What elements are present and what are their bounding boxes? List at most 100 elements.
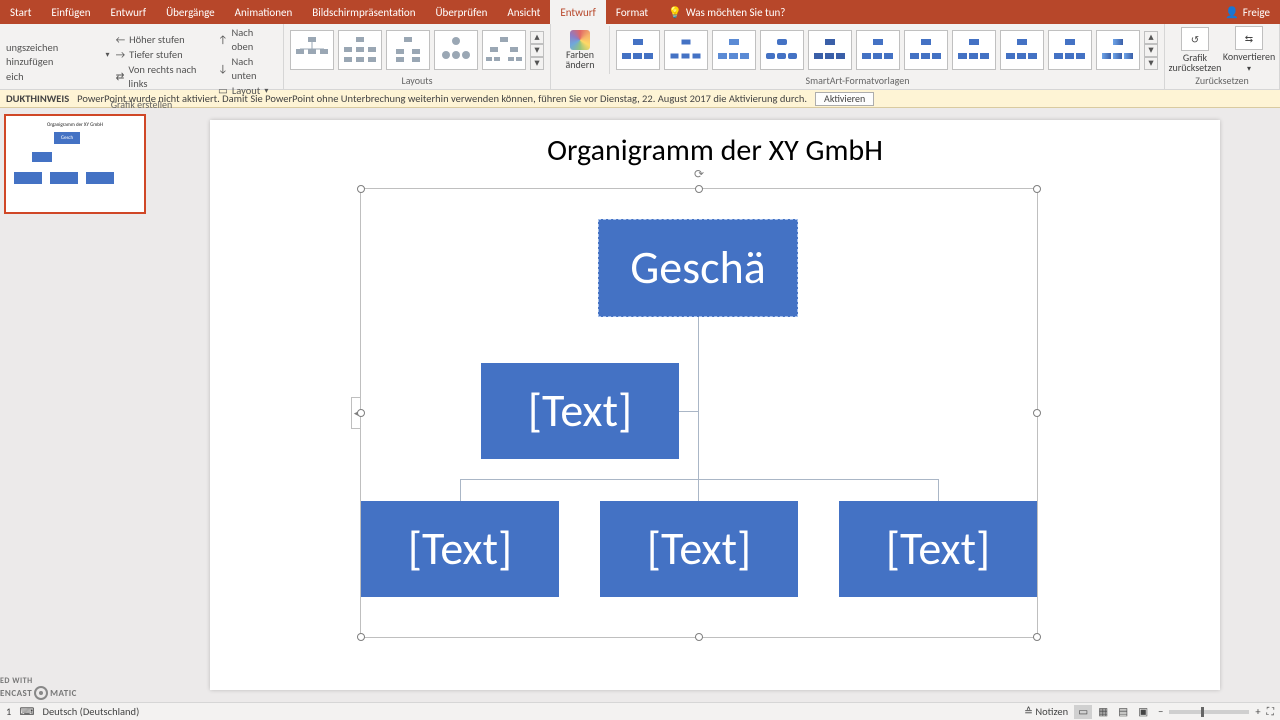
rtl-cmd[interactable]: ⇄ Von rechts nach links [116, 63, 212, 91]
style-option[interactable] [760, 30, 804, 70]
gallery-up[interactable]: ▴ [1144, 31, 1158, 44]
style-option[interactable] [616, 30, 660, 70]
org-node-assistant[interactable]: [Text] [481, 363, 679, 459]
watermark-top: ED WITH [0, 676, 33, 686]
gallery-more[interactable]: ▾ [530, 57, 544, 70]
reset-label: Grafik zurücksetzen [1169, 53, 1222, 73]
style-option[interactable] [856, 30, 900, 70]
gallery-more[interactable]: ▾ [1144, 57, 1158, 70]
color-swatch-icon [570, 30, 590, 50]
group-create-graphic: ungszeichen hinzufügen ▾ eich ← Höher st… [0, 24, 284, 89]
zoom-thumb[interactable] [1201, 707, 1204, 717]
promote-cmd[interactable]: ← Höher stufen [116, 33, 212, 47]
slide-canvas[interactable]: Organigramm der XY GmbH ⟳ ◂ [210, 120, 1220, 690]
group-layouts: ▴ ▾ ▾ Layouts [284, 24, 551, 89]
slide-thumbnail-1[interactable]: Organigramm der XY GmbH Gesch [4, 114, 146, 214]
tab-entwurf[interactable]: Entwurf [101, 0, 157, 24]
gallery-down[interactable]: ▾ [530, 44, 544, 57]
add-bullet-cmd[interactable]: ungszeichen hinzufügen ▾ [6, 41, 110, 69]
styles-gallery[interactable]: ▴ ▾ ▾ [616, 30, 1158, 70]
demote-cmd[interactable]: → Tiefer stufen [116, 48, 212, 62]
org-node-child-3[interactable]: [Text] [839, 501, 1037, 597]
style-option[interactable] [1000, 30, 1044, 70]
change-colors-button[interactable]: Farben ändern [557, 30, 603, 70]
org-node-child-1[interactable]: [Text] [361, 501, 559, 597]
reset-graphic-button[interactable]: ↺ Grafik zurücksetzen [1171, 27, 1219, 73]
tab-start[interactable]: Start [0, 0, 41, 24]
arrow-right-icon: → [116, 48, 126, 62]
zoom-slider[interactable] [1169, 710, 1249, 714]
gallery-up[interactable]: ▴ [530, 31, 544, 44]
reading-view-button[interactable]: ▤ [1114, 705, 1132, 719]
tab-smartart-entwurf[interactable]: Entwurf [550, 0, 606, 24]
notes-toggle[interactable]: ≙ Notizen [1024, 705, 1068, 718]
style-option[interactable] [1048, 30, 1092, 70]
resize-handle[interactable] [695, 185, 703, 193]
layouts-gallery[interactable]: ▴ ▾ ▾ [290, 30, 544, 70]
resize-handle[interactable] [695, 633, 703, 641]
arrow-left-icon: ← [116, 33, 126, 47]
resize-handle[interactable] [1033, 185, 1041, 193]
style-option[interactable] [808, 30, 852, 70]
gallery-down[interactable]: ▾ [1144, 44, 1158, 57]
org-thumb-icon [294, 35, 330, 65]
slide-editor[interactable]: Organigramm der XY GmbH ⟳ ◂ [150, 108, 1280, 702]
resize-handle[interactable] [1033, 633, 1041, 641]
thumb-node [14, 172, 42, 184]
tab-format[interactable]: Format [606, 0, 658, 24]
zoom-in-button[interactable]: + [1255, 705, 1260, 718]
language-indicator[interactable]: Deutsch (Deutschland) [42, 705, 139, 718]
tab-uebergaenge[interactable]: Übergänge [156, 0, 225, 24]
group-label: Zurücksetzen [1171, 74, 1273, 89]
tell-me-search[interactable]: 💡 Was möchten Sie tun? [658, 0, 795, 24]
change-colors-label: Farben ändern [565, 50, 594, 70]
tab-einfuegen[interactable]: Einfügen [41, 0, 100, 24]
resize-handle[interactable] [357, 409, 365, 417]
bullet-pane-cmd[interactable]: eich [6, 70, 110, 84]
layout-option[interactable] [482, 30, 526, 70]
record-dot-icon [34, 686, 48, 700]
tab-ansicht[interactable]: Ansicht [497, 0, 550, 24]
move-up-cmd[interactable]: ↑ Nach oben [218, 26, 277, 54]
org-node-child-2[interactable]: [Text] [600, 501, 798, 597]
tab-bildschirm[interactable]: Bildschirmpräsentation [302, 0, 425, 24]
lightbulb-icon: 💡 [668, 6, 682, 19]
smartart-selection-frame[interactable]: ⟳ ◂ Geschä [360, 188, 1038, 638]
convert-button[interactable]: ⇆ Konvertieren ▾ [1225, 26, 1273, 74]
spellcheck-icon[interactable]: ⌨ [19, 705, 34, 718]
org-node-top[interactable]: Geschä [598, 219, 798, 317]
rotate-handle-icon[interactable]: ⟳ [694, 167, 704, 182]
layout-option[interactable] [290, 30, 334, 70]
fit-to-window-button[interactable]: ⛶ [1267, 705, 1274, 719]
move-down-cmd[interactable]: ↓ Nach unten [218, 55, 277, 83]
workspace: Organigramm der XY GmbH Gesch Organigram… [0, 108, 1280, 702]
style-option[interactable] [664, 30, 708, 70]
normal-view-button[interactable]: ▭ [1074, 705, 1092, 719]
arrow-down-icon: ↓ [218, 62, 228, 76]
share-button[interactable]: 👤 Freige [1215, 0, 1280, 24]
group-label: Layouts [290, 74, 544, 89]
style-option[interactable] [712, 30, 756, 70]
zoom-out-button[interactable]: − [1158, 705, 1163, 718]
view-switcher: ▭ ▦ ▤ ▣ [1074, 705, 1152, 719]
tab-ueberpruefen[interactable]: Überprüfen [425, 0, 497, 24]
tab-animationen[interactable]: Animationen [225, 0, 303, 24]
user-icon: 👤 [1225, 6, 1239, 19]
reset-icon: ↺ [1181, 27, 1209, 51]
layout-option[interactable] [338, 30, 382, 70]
style-option[interactable] [904, 30, 948, 70]
slide-title[interactable]: Organigramm der XY GmbH [210, 132, 1220, 169]
slide-number: 1 [6, 705, 11, 718]
slideshow-view-button[interactable]: ▣ [1134, 705, 1152, 719]
layout-option[interactable] [386, 30, 430, 70]
style-option[interactable] [1096, 30, 1140, 70]
sorter-view-button[interactable]: ▦ [1094, 705, 1112, 719]
resize-handle[interactable] [357, 185, 365, 193]
activate-button[interactable]: Aktivieren [815, 92, 874, 106]
resize-handle[interactable] [1033, 409, 1041, 417]
slide-thumbnail-rail: Organigramm der XY GmbH Gesch [0, 108, 150, 702]
watermark-text: MATIC [50, 688, 77, 699]
resize-handle[interactable] [357, 633, 365, 641]
layout-option[interactable] [434, 30, 478, 70]
style-option[interactable] [952, 30, 996, 70]
